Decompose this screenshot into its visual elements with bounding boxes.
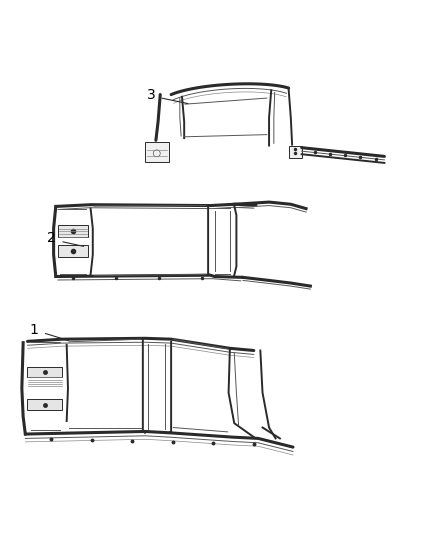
Text: 3: 3: [147, 87, 156, 102]
FancyBboxPatch shape: [58, 245, 88, 257]
FancyBboxPatch shape: [58, 225, 88, 237]
FancyBboxPatch shape: [145, 142, 169, 162]
FancyBboxPatch shape: [27, 399, 62, 410]
FancyBboxPatch shape: [289, 146, 302, 158]
Text: 1: 1: [30, 322, 39, 337]
Text: 2: 2: [47, 231, 56, 245]
FancyBboxPatch shape: [27, 367, 62, 377]
